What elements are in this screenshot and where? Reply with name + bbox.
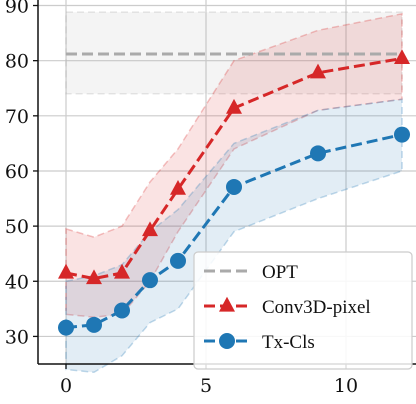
y-tick-label-50: 50 [5, 216, 29, 238]
conv3d-pixel-point-3 [142, 221, 158, 237]
legend-tx-cls-marker [219, 333, 235, 349]
conv3d-pixel-point-6 [226, 98, 242, 114]
y-tick-label-80: 80 [5, 51, 29, 73]
y-tick-label-90: 90 [5, 0, 29, 18]
conv3d-pixel-point-0 [58, 263, 74, 279]
tx-cls-point-0 [58, 319, 74, 336]
y-tick-label-70: 70 [5, 106, 29, 128]
conv3d-pixel-point-12 [394, 49, 410, 65]
conv3d-pixel-point-4 [170, 179, 186, 195]
tx-cls-point-6 [226, 178, 242, 195]
conv3d-pixel-point-9 [310, 63, 326, 79]
conv3d-pixel-point-1 [86, 269, 102, 285]
tx-cls-point-4 [170, 252, 186, 269]
legend-box [193, 251, 413, 370]
tx-cls-band [65, 98, 403, 374]
legend-tx-cls-label: Tx-Cls [262, 332, 315, 353]
x-tick-label-0: 0 [60, 375, 72, 397]
y-tick-label-40: 40 [5, 271, 29, 293]
legend: OPT Conv3D-pixel Tx-Cls [193, 251, 413, 370]
legend-conv3d-pixel-label: Conv3D-pixel [262, 297, 371, 318]
x-tick-label-10: 10 [334, 375, 358, 397]
tx-cls-point-2 [114, 302, 130, 319]
y-tick-label-30: 30 [5, 326, 29, 348]
tx-cls-point-12 [394, 126, 410, 143]
series-markers [58, 49, 410, 336]
plot-area [38, 0, 416, 374]
tick-labels: 0 5 10 30 40 50 60 70 80 90 [5, 0, 358, 397]
x-tick-label-5: 5 [200, 375, 212, 397]
conv3d-pixel-line [65, 56, 403, 281]
legend-conv3d-pixel-marker [219, 296, 235, 312]
y-tick-label-60: 60 [5, 161, 29, 183]
tx-cls-point-3 [142, 272, 158, 289]
legend-opt-label: OPT [262, 262, 298, 283]
tx-cls-point-9 [310, 145, 326, 162]
conv3d-pixel-point-2 [114, 263, 130, 279]
tx-cls-point-1 [86, 316, 102, 333]
